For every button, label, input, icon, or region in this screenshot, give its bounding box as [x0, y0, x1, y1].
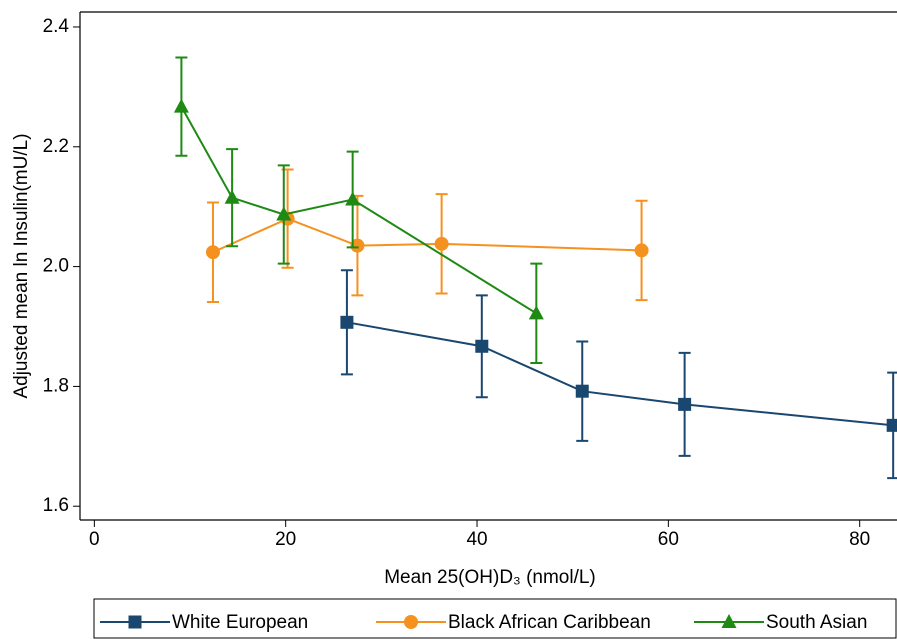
legend-label: White European [172, 612, 308, 633]
point [634, 243, 649, 258]
legend-label: South Asian [766, 612, 867, 633]
point [276, 206, 292, 221]
y-tick-label: 1.8 [43, 375, 69, 396]
x-tick-label: 20 [275, 529, 296, 550]
point [350, 238, 365, 253]
y-tick-label: 2.2 [43, 136, 69, 157]
point [205, 245, 220, 260]
legend-box [93, 598, 897, 639]
point [886, 418, 897, 432]
point [173, 98, 189, 113]
legend-marker [404, 615, 418, 629]
x-tick-label: 80 [849, 529, 870, 550]
y-axis-label: Adjusted mean ln Insulin(mU/L) [11, 133, 32, 398]
x-tick-label: 60 [658, 529, 679, 550]
y-tick-label: 2.0 [43, 256, 69, 277]
point [575, 384, 589, 398]
x-axis-label: Mean 25(OH)D₃ (nmol/L) [384, 567, 596, 588]
x-tick-label: 0 [89, 529, 100, 550]
point [434, 236, 449, 251]
legend-label: Black African Caribbean [448, 612, 651, 633]
y-tick-label: 1.6 [43, 495, 69, 516]
legend-marker [721, 614, 737, 628]
x-tick-label: 40 [466, 529, 487, 550]
point [528, 305, 544, 320]
point [475, 339, 489, 353]
legend-marker [128, 615, 142, 629]
series-line [346, 321, 894, 427]
point [340, 315, 354, 329]
point [345, 191, 361, 206]
point [224, 189, 240, 204]
y-tick-label: 2.4 [43, 16, 70, 37]
series-line [180, 106, 537, 315]
series-line [212, 217, 642, 254]
point [678, 397, 692, 411]
